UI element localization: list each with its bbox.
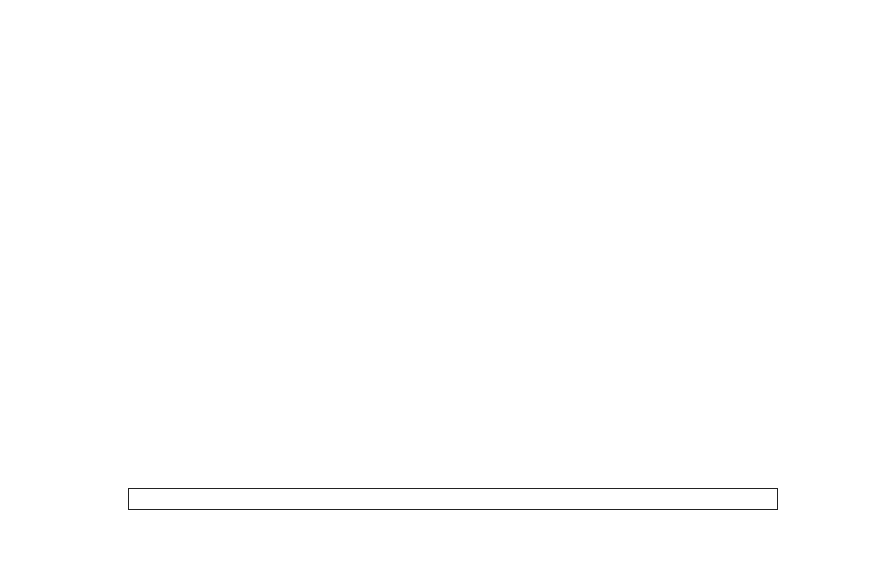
colorbar <box>128 488 778 510</box>
colorbar-tick-labels <box>128 510 778 525</box>
precipitation-map <box>0 0 873 450</box>
legend <box>128 488 778 530</box>
